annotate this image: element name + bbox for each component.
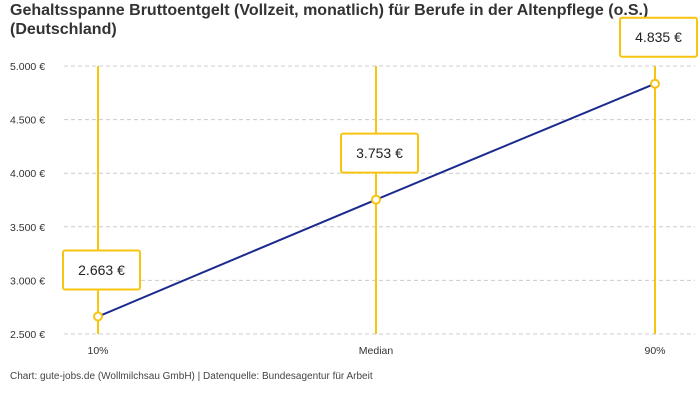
chart-title: Gehaltsspanne Bruttoentgelt (Vollzeit, m…: [10, 2, 649, 38]
data-point: [371, 194, 381, 205]
y-tick-label: 5.000 €: [10, 61, 45, 73]
data-label-box: [62, 249, 141, 291]
data-label: 3.753 €: [356, 145, 403, 161]
y-tick-label: 3.000 €: [10, 275, 45, 287]
data-label-box: [340, 132, 419, 174]
y-tick-label: 2.500 €: [10, 329, 45, 341]
data-point: [650, 78, 660, 89]
x-tick-label: Median: [359, 345, 394, 357]
y-tick-label: 4.000 €: [10, 168, 45, 180]
y-tick-label: 4.500 €: [10, 115, 45, 127]
y-tick-label: 3.500 €: [10, 222, 45, 234]
x-tick-label: 10%: [87, 345, 108, 357]
chart-source: Chart: gute-jobs.de (Wollmilchsau GmbH) …: [10, 371, 373, 382]
data-label-box: [619, 16, 698, 58]
data-point: [93, 311, 103, 322]
x-tick-label: 90%: [644, 345, 665, 357]
data-label: 2.663 €: [78, 262, 125, 278]
data-label: 4.835 €: [635, 29, 682, 45]
